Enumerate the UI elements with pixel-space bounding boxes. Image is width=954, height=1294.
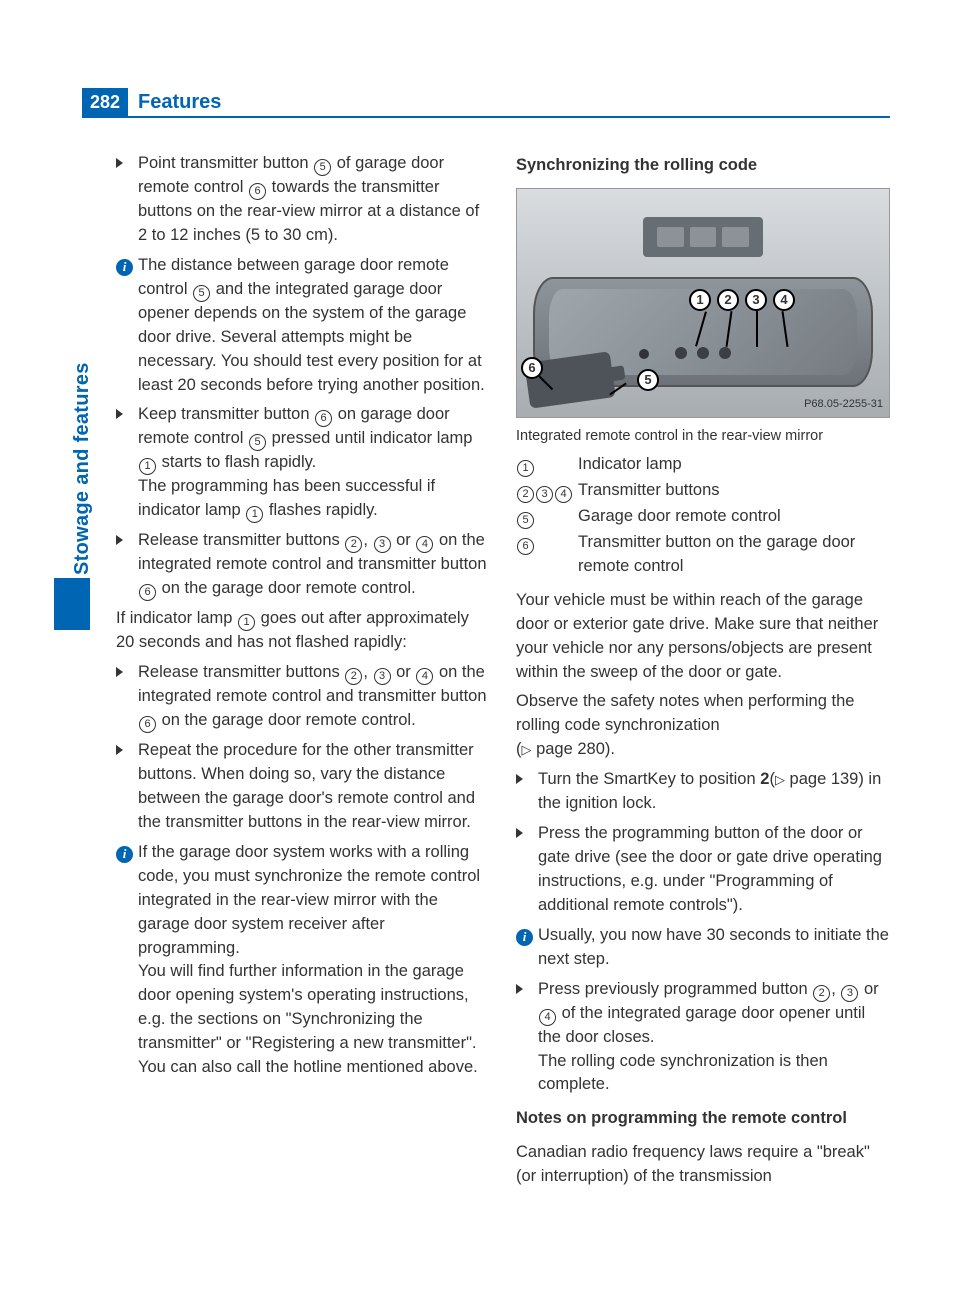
side-tab-label: Stowage and features	[68, 362, 97, 575]
bullet-icon	[116, 529, 138, 601]
mirror-indicator-lamp	[639, 349, 649, 359]
bold-text: 2	[760, 770, 769, 788]
text: Observe the safety notes when performing…	[516, 692, 854, 734]
legend-row: 6 Transmitter button on the garage door …	[516, 531, 890, 579]
paragraph: Observe the safety notes when performing…	[516, 690, 890, 762]
figure-mirror: 1 2 3 4 5 6 P68.05-2255-31	[516, 188, 890, 418]
bullet-icon	[116, 403, 138, 523]
legend-row: 234 Transmitter buttons	[516, 479, 890, 503]
legend-desc: Garage door remote control	[578, 505, 890, 529]
bullet-icon	[116, 152, 138, 248]
bullet-icon	[116, 661, 138, 733]
body-text: Press the programming button of the door…	[538, 822, 890, 918]
legend-row: 5 Garage door remote control	[516, 505, 890, 529]
info-text: Usually, you now have 30 seconds to init…	[538, 924, 890, 972]
list-item: Release transmitter buttons 2, 3 or 4 on…	[116, 529, 490, 601]
console-slot	[690, 227, 717, 247]
content-area: Point transmitter button 5 of garage doo…	[116, 152, 890, 1240]
info-text: The distance between garage door remote …	[138, 254, 490, 398]
callout-label: 3	[745, 289, 767, 311]
legend-key: 1	[516, 453, 578, 477]
text: The rolling code synchronization is then…	[538, 1052, 828, 1094]
figure-reference: P68.05-2255-31	[804, 397, 883, 413]
info-text-b: You will find further information in the…	[138, 962, 478, 1076]
list-item: Press the programming button of the door…	[516, 822, 890, 918]
page-header: 282 Features	[82, 88, 231, 116]
mirror-button	[675, 347, 687, 359]
info-icon: i	[116, 841, 138, 1080]
bullet-icon	[516, 768, 538, 816]
list-item: Press previously programmed button 2, 3 …	[516, 978, 890, 1098]
right-column: Synchronizing the rolling code	[516, 152, 890, 1240]
legend-key: 6	[516, 531, 578, 579]
info-text: If the garage door system works with a r…	[138, 841, 490, 1080]
figure-legend: 1 Indicator lamp 234 Transmitter buttons…	[516, 453, 890, 579]
info-icon: i	[116, 254, 138, 398]
section-title: Features	[128, 88, 231, 116]
callout-label: 1	[689, 289, 711, 311]
body-text: Release transmitter buttons 2, 3 or 4 on…	[138, 661, 490, 733]
info-note: i Usually, you now have 30 seconds to in…	[516, 924, 890, 972]
info-icon: i	[516, 924, 538, 972]
body-text: Press previously programmed button 2, 3 …	[538, 978, 890, 1098]
bullet-icon	[516, 822, 538, 918]
paragraph: Canadian radio frequency laws require a …	[516, 1141, 890, 1189]
bullet-icon	[516, 978, 538, 1098]
info-note: i If the garage door system works with a…	[116, 841, 490, 1080]
paragraph: Your vehicle must be within reach of the…	[516, 589, 890, 685]
header-rule	[82, 116, 890, 118]
info-note: i The distance between garage door remot…	[116, 254, 490, 398]
side-tab: Stowage and features	[54, 340, 90, 600]
body-text: Keep transmitter button 6 on garage door…	[138, 403, 490, 523]
side-tab-marker	[54, 578, 90, 630]
mirror-button	[719, 347, 731, 359]
callout-label: 2	[717, 289, 739, 311]
left-column: Point transmitter button 5 of garage doo…	[116, 152, 490, 1240]
subsection-heading: Notes on programming the remote control	[516, 1107, 890, 1131]
list-item: Point transmitter button 5 of garage doo…	[116, 152, 490, 248]
body-text: Point transmitter button 5 of garage doo…	[138, 152, 490, 248]
legend-row: 1 Indicator lamp	[516, 453, 890, 477]
list-item: Keep transmitter button 6 on garage door…	[116, 403, 490, 523]
body-text: Repeat the procedure for the other trans…	[138, 739, 490, 835]
subsection-heading: Synchronizing the rolling code	[516, 154, 890, 178]
list-item: Repeat the procedure for the other trans…	[116, 739, 490, 835]
text: Turn the SmartKey to position	[538, 770, 756, 788]
console-slot	[722, 227, 749, 247]
list-item: Turn the SmartKey to position 2(▷ page 1…	[516, 768, 890, 816]
legend-key: 234	[516, 479, 578, 503]
paragraph: If indicator lamp 1 goes out after appro…	[116, 607, 490, 655]
page: 282 Features Stowage and features Point …	[0, 0, 954, 1294]
bullet-icon	[116, 739, 138, 835]
info-text-a: If the garage door system works with a r…	[138, 843, 480, 957]
legend-desc: Transmitter button on the garage door re…	[578, 531, 890, 579]
legend-key: 5	[516, 505, 578, 529]
figure-caption: Integrated remote control in the rear-vi…	[516, 426, 890, 447]
legend-desc: Transmitter buttons	[578, 479, 890, 503]
body-text: Turn the SmartKey to position 2(▷ page 1…	[538, 768, 890, 816]
page-number: 282	[82, 88, 128, 116]
console-slot	[657, 227, 684, 247]
figure-console	[643, 217, 763, 257]
callout-label: 6	[521, 357, 543, 379]
list-item: Release transmitter buttons 2, 3 or 4 on…	[116, 661, 490, 733]
mirror-button	[697, 347, 709, 359]
callout-leader	[756, 311, 758, 347]
callout-label: 5	[637, 369, 659, 391]
body-text: Release transmitter buttons 2, 3 or 4 on…	[138, 529, 490, 601]
legend-desc: Indicator lamp	[578, 453, 890, 477]
callout-label: 4	[773, 289, 795, 311]
mirror-buttons	[675, 347, 731, 359]
